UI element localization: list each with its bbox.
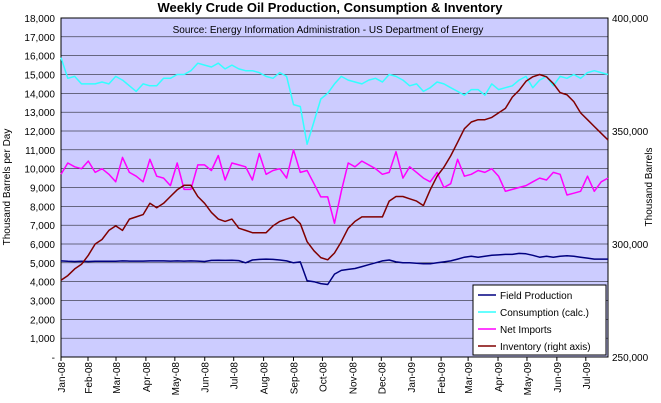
legend-label: Net Imports [500, 325, 552, 336]
y-tick-label-left: 10,000 [24, 165, 55, 176]
x-tick-label: Jan-09 [407, 362, 418, 393]
y-axis-right: 250,000 300,000 350,000 400,000 [612, 14, 649, 364]
y-axis-left: - 1,000 2,000 3,000 4,000 5,000 6,000 7,000 8,00… [24, 14, 55, 364]
x-tick-label: Jul-08 [230, 362, 241, 390]
y-tick-label-left: 15,000 [24, 71, 55, 82]
y-tick-label-left: 2,000 [30, 315, 55, 326]
x-tick-label: May-09 [523, 362, 534, 396]
legend-label: Consumption (calc.) [500, 308, 589, 319]
x-tick-label: Jun-08 [201, 362, 212, 393]
y-tick-label-right: 250,000 [612, 353, 649, 364]
x-tick-label: Mar-08 [112, 362, 123, 394]
x-tick-label: Aug-08 [260, 362, 271, 395]
series-line-consumption-calc [60, 57, 609, 145]
y-tick-label-left: 3,000 [30, 297, 55, 308]
y-tick-label-left: 1,000 [30, 334, 55, 345]
x-tick-label: Apr-08 [142, 362, 153, 392]
y-tick-label-left: 14,000 [24, 89, 55, 100]
x-tick-label: Nov-08 [348, 362, 359, 395]
y-tick-label-left: - [52, 353, 55, 364]
legend-label: Field Production [500, 291, 572, 302]
x-tick-label: Apr-09 [494, 362, 505, 392]
legend-box [472, 284, 607, 356]
x-tick-label: Feb-08 [84, 362, 95, 394]
x-tick-label: Mar-09 [464, 362, 475, 394]
y-tick-label-left: 18,000 [24, 14, 55, 25]
y-tick-label-left: 6,000 [30, 240, 55, 251]
series-lines [60, 57, 609, 286]
y-tick-label-left: 8,000 [30, 202, 55, 213]
legend: Field Production Consumption (calc.) Net I… [472, 284, 607, 356]
x-tick-label: Oct-08 [318, 362, 329, 392]
y-tick-label-left: 4,000 [30, 278, 55, 289]
y-tick-label-left: 13,000 [24, 108, 55, 119]
source-note: Source: Energy Information Administratio… [173, 25, 484, 36]
y-tick-label-left: 5,000 [30, 259, 55, 270]
y-tick-label-right: 400,000 [612, 14, 649, 25]
x-tick-label: Jan-08 [57, 362, 68, 393]
y-axis-left-label: Thousand Barrels per Day [2, 129, 13, 246]
chart-title: Weekly Crude Oil Production, Consumption… [157, 0, 503, 15]
y-tick-label-right: 350,000 [612, 127, 649, 138]
x-tick-label: May-08 [171, 362, 182, 396]
x-axis: Jan-08 Feb-08 Mar-08 Apr-08 May-08 Jun-08 Jul-… [57, 357, 593, 395]
y-tick-label-left: 9,000 [30, 184, 55, 195]
y-axis-right-label: Thousand Barrels [644, 148, 655, 227]
y-tick-label-left: 11,000 [25, 146, 55, 157]
series-line-inventory-right-axis [60, 73, 609, 281]
series-line-field-production [60, 252, 608, 286]
y-tick-label-right: 300,000 [612, 240, 649, 251]
y-tick-label-left: 7,000 [30, 221, 55, 232]
legend-label: Inventory (right axis) [500, 342, 591, 353]
series-line-net-imports [60, 149, 609, 225]
y-tick-label-left: 17,000 [24, 33, 55, 44]
x-tick-label: Jul-09 [582, 362, 593, 390]
x-tick-label: Feb-09 [437, 362, 448, 394]
x-tick-label: Sep-08 [289, 362, 300, 395]
y-tick-label-left: 16,000 [24, 52, 55, 63]
x-tick-label: Dec-08 [377, 362, 388, 395]
y-tick-label-left: 12,000 [24, 127, 55, 138]
x-tick-label: Jun-09 [553, 362, 564, 393]
